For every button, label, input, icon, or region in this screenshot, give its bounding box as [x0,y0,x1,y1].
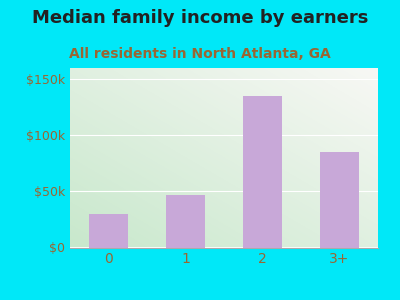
Text: All residents in North Atlanta, GA: All residents in North Atlanta, GA [69,46,331,61]
Bar [166,195,205,248]
Bar [243,96,282,248]
Bar [320,152,359,248]
Text: Median family income by earners: Median family income by earners [32,9,368,27]
Bar [89,214,128,248]
